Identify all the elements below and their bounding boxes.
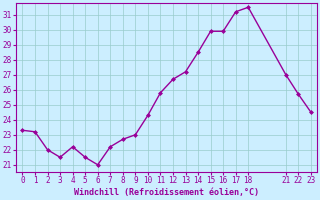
X-axis label: Windchill (Refroidissement éolien,°C): Windchill (Refroidissement éolien,°C) xyxy=(74,188,259,197)
